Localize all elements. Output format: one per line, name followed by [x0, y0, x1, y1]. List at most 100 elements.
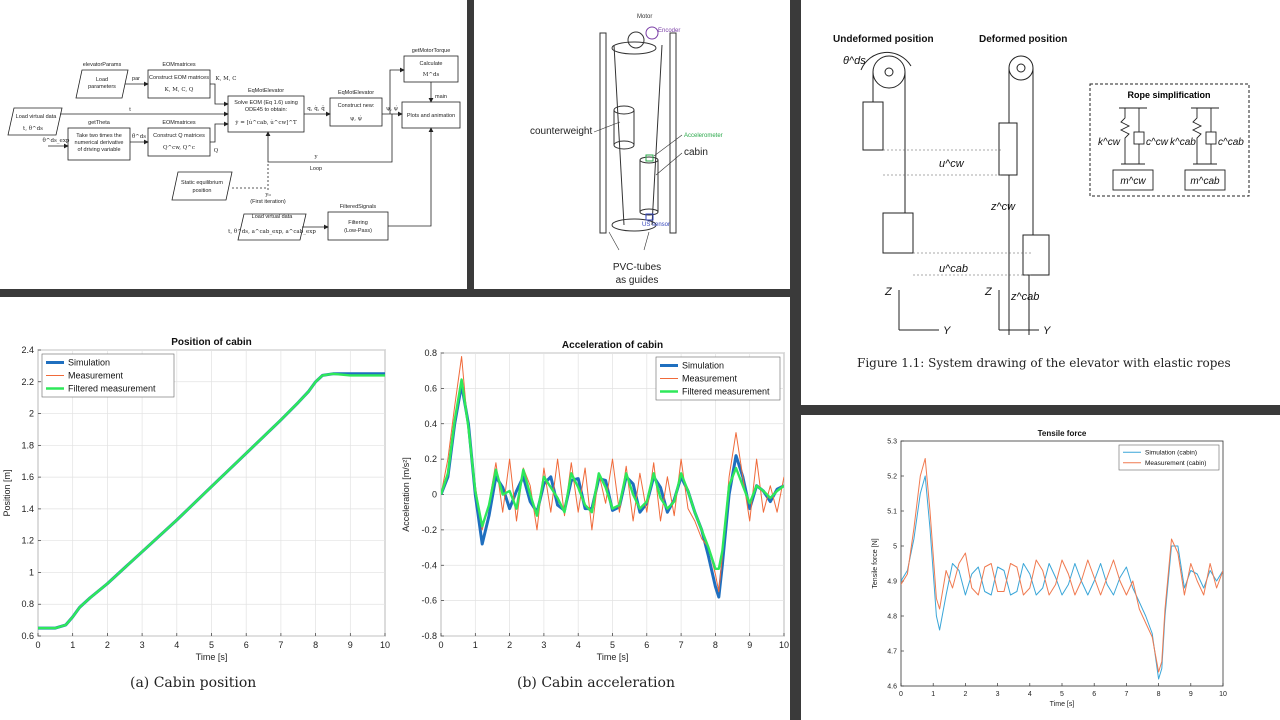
chart1-title: Acceleration of cabin	[562, 340, 663, 351]
chart1-x-tick-label: 8	[713, 640, 718, 650]
chart0-legend-entry-measurement: Measurement	[68, 371, 124, 381]
chart1-x-tick-label: 7	[679, 640, 684, 650]
svg-text:Filtering: Filtering	[348, 220, 368, 226]
chart0-y-tick-label: 1.8	[21, 440, 34, 450]
svg-text:u^cw: u^cw	[939, 158, 965, 170]
right-rail	[669, 32, 677, 234]
svg-text:K, M, C: K, M, C	[216, 76, 237, 82]
svg-text:Accelerometer: Accelerometer	[684, 133, 723, 139]
chart2-x-tick-label: 0	[899, 691, 903, 698]
chart1-x-tick-label: 6	[644, 640, 649, 650]
svg-text:c^cw: c^cw	[1146, 137, 1169, 148]
chart0-y-tick-label: 0.6	[21, 631, 34, 641]
svg-text:Z: Z	[884, 286, 893, 298]
chart2-y-tick-label: 5.2	[887, 473, 897, 480]
svg-text:k^cab: k^cab	[1170, 137, 1196, 148]
chart0-x-tick-label: 3	[140, 640, 145, 650]
chart0-title: Position of cabin	[171, 337, 252, 348]
deformed-title: Deformed position	[979, 34, 1067, 45]
chart0-x-axis-label: Time [s]	[196, 652, 228, 662]
svg-text:y: y	[313, 154, 318, 160]
chart1-legend-entry-filtered-measurement: Filtered measurement	[682, 387, 770, 397]
chart0-x-tick-label: 4	[174, 640, 179, 650]
divider-vertical-top-mid	[790, 0, 801, 720]
chart2-x-tick-label: 1	[931, 691, 935, 698]
svg-text:ψ, ψ̇: ψ, ψ̇	[350, 116, 362, 122]
svg-text:Y: Y	[1043, 325, 1051, 337]
chart1-legend-entry-simulation: Simulation	[682, 361, 724, 371]
chart1-y-axis-label: Acceleration [m/s²]	[401, 457, 411, 532]
chart1-x-tick-label: 1	[473, 640, 478, 650]
chart2-x-tick-label: 10	[1219, 691, 1227, 698]
system-figure-caption: Figure 1.1: System drawing of the elevat…	[857, 356, 1231, 370]
chart0-y-tick-label: 1.6	[21, 472, 34, 482]
chart0-x-tick-label: 10	[380, 640, 390, 650]
svg-text:Solve EOM (Eq 1.6) using: Solve EOM (Eq 1.6) using	[234, 100, 298, 106]
svg-text:Construct EOM matrices: Construct EOM matrices	[149, 75, 209, 81]
flow-elevatorparams-label: elevatorParams	[83, 62, 122, 68]
svg-text:main: main	[435, 94, 447, 100]
svg-text:k^cw: k^cw	[1098, 137, 1121, 148]
left-rail	[599, 32, 607, 234]
chart2-legend-entry-measurement-cabin: Measurement (cabin)	[1145, 460, 1206, 467]
chart1-y-tick-label: -0.6	[421, 596, 437, 606]
svg-text:t, θ^ds: t, θ^ds	[23, 125, 43, 132]
svg-text:Q: Q	[214, 148, 219, 154]
svg-text:M^ds: M^ds	[423, 71, 440, 78]
elastic-rope-system-drawing: Undeformed position Deformed position	[833, 34, 1250, 337]
svg-text:Calculate: Calculate	[420, 61, 443, 67]
cabin-acceleration-chart: 0 1 2 3 4 5 6 7 8 9 10 -0.8 -0.6 -0.4 -0.2 0 0.2 0.4 0.6 0.…	[401, 340, 789, 662]
svg-text:(Low-Pass): (Low-Pass)	[344, 228, 372, 234]
chart2-series-line-measurement-cabin	[901, 458, 1223, 673]
chart1-series-line-filtered-measurement	[441, 378, 784, 570]
svg-text:m^cw: m^cw	[1120, 176, 1146, 187]
svg-text:Load: Load	[96, 77, 108, 83]
chart2-y-tick-label: 4.9	[887, 578, 897, 585]
chart2-x-tick-label: 3	[996, 691, 1000, 698]
chart2-y-tick-label: 5.1	[887, 508, 897, 515]
svg-text:ODE45 to obtain:: ODE45 to obtain:	[245, 107, 288, 113]
chart2-x-tick-label: 5	[1060, 691, 1064, 698]
chart2-y-tick-label: 4.8	[887, 613, 897, 620]
svg-text:ẏ = [u̇^cab, u̇^cw]^T: ẏ = [u̇^cab, u̇^cw]^T	[234, 119, 297, 126]
svg-text:EOMmatrices: EOMmatrices	[162, 62, 196, 68]
chart1-y-tick-label: -0.8	[421, 631, 437, 641]
svg-text:m^cab: m^cab	[1190, 176, 1220, 187]
chart1-y-tick-label: 0.6	[424, 383, 437, 393]
chart2-series-line-simulation-cabin	[901, 475, 1223, 680]
chart0-y-tick-label: 1.4	[21, 504, 34, 514]
cabin-acceleration-panel: 0 1 2 3 4 5 6 7 8 9 10 -0.8 -0.6 -0.4 -0.2 0 0.2 0.4 0.6 0.…	[395, 297, 790, 720]
rope-simplification-box	[1089, 83, 1250, 197]
svg-text:t: t	[129, 107, 131, 113]
chart2-y-tick-label: 4.7	[887, 648, 897, 655]
chart0-x-tick-label: 5	[209, 640, 214, 650]
system-drawing-panel: Undeformed position Deformed position	[801, 0, 1280, 405]
svg-text:z^cab: z^cab	[1010, 291, 1039, 303]
setup-cabin-label: cabin	[684, 147, 708, 158]
svg-text:numerical derivative: numerical derivative	[75, 140, 124, 146]
chart1-x-tick-label: 4	[576, 640, 581, 650]
svg-text:EqMotElevator: EqMotElevator	[338, 90, 374, 96]
chart1-x-tick-label: 2	[507, 640, 512, 650]
chart0-x-tick-label: 1	[70, 640, 75, 650]
chart1-y-tick-label: 0.4	[424, 419, 437, 429]
setup-panel: Motor Encoder counterweight cabin PVC-tu…	[474, 0, 790, 289]
divider-horizontal-right	[801, 405, 1280, 415]
svg-text:Y: Y	[943, 325, 951, 337]
svg-text:PVC-tubes: PVC-tubes	[613, 262, 661, 273]
tensile-force-chart: 0 1 2 3 4 5 6 7 8 9 10 4.6 4.7 4.8 4.9 5 5.1 5.2 5.3 Tensil…	[872, 429, 1227, 708]
chart1-x-axis-label: Time [s]	[597, 652, 629, 662]
chart0-y-tick-label: 2.4	[21, 345, 34, 355]
chart0-y-axis-label: Position [m]	[2, 469, 12, 516]
svg-text:q, q̇, q̈: q, q̇, q̈	[307, 106, 325, 112]
chart0-x-tick-label: 8	[313, 640, 318, 650]
chart2-x-tick-label: 6	[1092, 691, 1096, 698]
svg-text:Q^cw, Q^c: Q^cw, Q^c	[163, 144, 195, 151]
chart2-y-tick-label: 5.3	[887, 438, 897, 445]
chart2-y-axis-label: Tensile force [N]	[872, 538, 879, 588]
chart1-y-tick-label: 0.2	[424, 454, 437, 464]
chart0-x-tick-label: 9	[348, 640, 353, 650]
chart2-legend	[1118, 444, 1220, 471]
chart0-y-tick-label: 0.8	[21, 599, 34, 609]
svg-text:EqMotElevator: EqMotElevator	[248, 88, 284, 94]
